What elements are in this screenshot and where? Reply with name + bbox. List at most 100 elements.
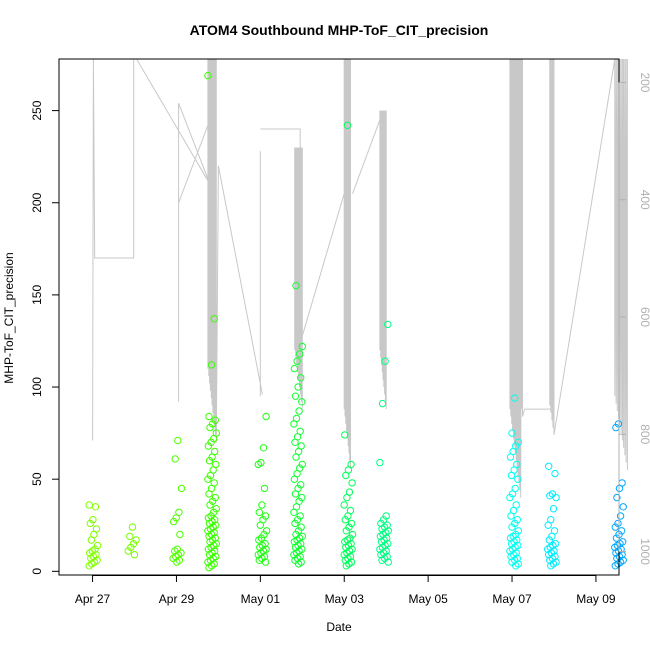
data-point [292,414,301,423]
y2-tick-label: 800 [638,424,650,444]
data-point [545,462,553,470]
data-point [511,484,519,493]
data-point [292,530,300,539]
data-point [211,416,220,424]
data-point [618,479,626,487]
data-point [169,517,178,526]
data-point [294,527,303,535]
point-cluster [169,436,186,566]
point-cluster [376,320,392,566]
chart-title: ATOM4 Southbound MHP-ToF_CIT_precision [190,22,489,38]
data-point [340,501,348,509]
data-point [297,442,305,450]
point-cluster [506,394,522,570]
data-point [345,488,354,496]
data-point [174,436,182,445]
point-cluster [340,121,357,570]
data-point [260,484,269,493]
data-point [551,469,559,478]
data-point [294,383,302,391]
data-point [616,512,625,520]
data-point [257,458,265,467]
data-point [298,342,306,351]
x-tick-label: May 09 [576,592,616,606]
point-cluster [254,412,271,566]
data-point [343,121,352,130]
plot-frame [58,58,620,576]
data-point [547,516,555,524]
y2-axis: 200 400 600 800 1000 [618,72,650,565]
data-point [619,503,627,511]
x-axis: Apr 27 Apr 29 May 01 May 03 May 05 May 07 May … [75,575,616,606]
data-point [258,501,266,509]
data-point [345,523,353,531]
data-point [176,530,184,539]
data-point [296,350,304,358]
data-point [262,527,271,535]
data-point [295,407,303,415]
x-tick-label: Apr 29 [159,592,195,606]
data-point [341,431,349,439]
data-point [297,523,305,531]
data-point [297,481,305,489]
data-point [382,512,390,520]
data-point [384,320,392,329]
data-point [341,516,349,524]
data-point [212,505,221,513]
point-cluster [204,71,221,572]
data-point [85,501,93,509]
data-point [130,551,139,559]
data-point [508,429,516,437]
data-point [259,516,267,524]
data-point [511,394,519,402]
data-point [298,398,306,406]
data-point [261,540,269,548]
x-tick-label: Apr 27 [75,592,111,606]
data-point [514,475,522,483]
data-point [513,516,521,524]
y2-tick-label: 400 [638,190,650,210]
scatter-series [85,71,627,572]
data-point [175,508,183,516]
data-point [126,532,134,540]
data-point [212,429,221,437]
data-point [291,392,300,400]
data-point [206,423,214,432]
y-axis-label: MHP-ToF_CIT_precision [2,252,16,383]
data-point [206,501,214,509]
data-point [204,71,212,80]
data-point [210,315,218,323]
data-point [92,525,101,533]
data-point [291,519,299,528]
data-point [292,282,300,290]
data-point [171,455,179,463]
y2-tick-label: 600 [638,307,650,327]
data-point [348,530,357,539]
data-point [512,442,520,450]
data-point [260,530,268,539]
y-axis: 0 50 100 150 200 250 [30,100,60,575]
data-point [514,438,522,446]
data-point [132,536,140,544]
y-tick-label: 200 [30,192,44,212]
data-point [86,519,95,528]
data-point [259,444,268,452]
y2-tick-label: 1000 [638,538,650,565]
y-tick-label: 150 [30,285,44,305]
data-point [129,540,138,548]
data-point [617,527,626,535]
y2-tick-label: 200 [638,72,650,92]
data-point [293,516,302,524]
data-point [511,519,519,528]
data-point [211,493,220,502]
y-tick-label: 0 [30,568,44,575]
x-tick-label: May 05 [408,592,448,606]
x-tick-label: May 03 [325,592,365,606]
data-point [514,527,522,535]
data-point [205,412,213,421]
data-point [211,447,219,456]
data-point [207,361,216,369]
data-point [381,357,389,365]
data-point [545,536,553,544]
data-point [296,512,304,520]
